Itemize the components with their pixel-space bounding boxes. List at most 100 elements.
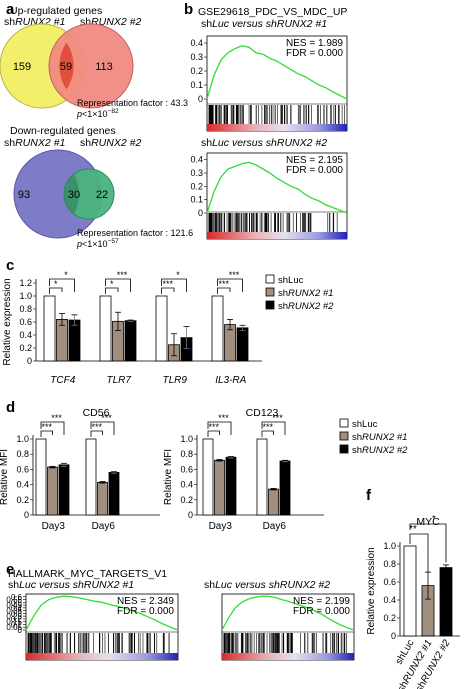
gsea-fdr: FDR = 0.000 (286, 165, 343, 176)
venn-count-right: 22 (96, 189, 108, 201)
significance-bracket (161, 287, 175, 294)
gsea-y-tick-label: 0 (198, 208, 203, 218)
significance-mark: *** (41, 422, 52, 432)
significance-mark: *** (91, 422, 102, 432)
venn-set2-label: shRUNX2 #2 (80, 16, 141, 28)
y-tick-label: 0.2 (383, 613, 396, 623)
gsea-enrichment-curve (206, 161, 348, 214)
venn-heading: Down-regulated genes (10, 125, 116, 137)
gsea-nes: NES = 1.989 (286, 38, 343, 49)
y-tick-label: 0.4 (16, 480, 29, 490)
gsea-enrichment-curve (25, 595, 179, 631)
significance-mark: *** (101, 413, 112, 423)
y-tick-label: 1.0 (383, 541, 396, 551)
venn-p-value: p<1×10−82 (76, 108, 119, 119)
legend-label: shRUNX2 #2 (278, 301, 334, 312)
bar (211, 295, 224, 362)
gsea-y-tick-label: 0.45 (6, 601, 22, 610)
venn-count-overlap: 59 (60, 61, 72, 73)
y-tick-label: 0.8 (19, 304, 32, 314)
gsea-y-tick-label: 0.2 (190, 66, 203, 76)
y-tick-label: 0.8 (383, 559, 396, 569)
y-tick-label: 1.0 (19, 291, 32, 301)
significance-mark: *** (162, 279, 173, 289)
significance-mark: ** (409, 524, 417, 535)
gsea-y-tick-label: 0.15 (6, 618, 22, 627)
significance-mark: *** (272, 413, 283, 423)
bar (108, 472, 120, 516)
y-tick-label: 1.0 (16, 434, 29, 444)
venn-representation-factor: Representation factor : 121.6 (77, 228, 193, 238)
bar (268, 488, 279, 516)
bar (214, 459, 225, 516)
significance-mark: *** (218, 413, 229, 423)
bar (68, 319, 81, 362)
venn-representation-factor: Representation factor : 43.3 (77, 98, 188, 108)
gsea-y-tick-label: 0.3 (11, 609, 23, 618)
legend-panel-c: shLuc shRUNX2 #1 shRUNX2 #2 (265, 274, 334, 312)
category-label: TLR7 (107, 375, 132, 386)
category-label: Day3 (209, 521, 233, 532)
legend-swatch (265, 300, 275, 310)
bar (124, 320, 137, 362)
bar (47, 466, 58, 516)
panel-letter-f: f (366, 487, 372, 504)
legend-swatch (339, 431, 349, 441)
legend-label: shRUNX2 #1 (278, 288, 333, 299)
bar (85, 438, 97, 516)
chart-title: CD56 (83, 407, 110, 419)
gsea-subtitle: shLuc versus shRUNX2 #2 (204, 579, 330, 591)
panel-letter-e: e (6, 561, 14, 578)
legend-label: shLuc (278, 275, 304, 286)
category-label: Day6 (263, 521, 287, 532)
significance-bracket (409, 523, 447, 563)
panel-letter-a: a (6, 1, 15, 18)
bar (97, 481, 108, 516)
y-tick-label: 0.8 (180, 449, 193, 459)
significance-bracket (49, 287, 63, 294)
venn-heading: Up-regulated genes (10, 5, 102, 17)
y-tick-label: 0 (391, 631, 396, 641)
gsea-title: HALLMARK_MYC_TARGETS_V1 (8, 568, 167, 580)
gsea-enrichment-curve (206, 45, 348, 100)
gsea-fdr: FDR = 0.000 (293, 606, 350, 617)
y-tick-label: 0.6 (180, 464, 193, 474)
chart-title: MYC (416, 516, 440, 528)
significance-mark: *** (51, 413, 62, 423)
significance-mark: * (64, 270, 68, 280)
venn-count-right: 113 (95, 61, 113, 73)
gsea-y-tick-label: 0.5 (11, 598, 23, 607)
y-tick-label: 0 (24, 510, 29, 520)
y-axis-label: Relative MFI (163, 449, 174, 505)
bar (35, 438, 47, 516)
significance-mark: * (110, 279, 114, 289)
bar-chart-cd123: CD123 0 0.2 0.4 0.6 0.8 1.0 Relative MFI Day3 ***… (163, 407, 324, 532)
gsea-fdr: FDR = 0.000 (117, 606, 174, 617)
legend-swatch (339, 444, 349, 454)
venn-set1-label: shRUNX2 #1 (4, 137, 65, 149)
significance-bracket (40, 430, 53, 437)
y-tick-label: 0 (27, 356, 32, 366)
significance-bracket (261, 421, 286, 435)
significance-bracket (217, 278, 243, 292)
legend-label: shRUNX2 #2 (352, 445, 408, 456)
gsea-y-tick-label: 0.05 (6, 623, 22, 632)
venn-count-left: 159 (13, 61, 31, 73)
significance-bracket (105, 287, 119, 294)
significance-bracket (105, 278, 131, 292)
gsea-title: GSE29618_PDC_VS_MDC_UP (198, 6, 347, 18)
bar (202, 438, 214, 516)
significance-bracket (40, 421, 65, 435)
venn-count-left: 93 (18, 189, 30, 201)
venn-p-value: p<1×10−57 (76, 238, 119, 249)
gsea-y-tick-label: 0.6 (11, 593, 23, 602)
venn-overlap (59, 42, 74, 90)
y-tick-label: 0.4 (19, 330, 32, 340)
